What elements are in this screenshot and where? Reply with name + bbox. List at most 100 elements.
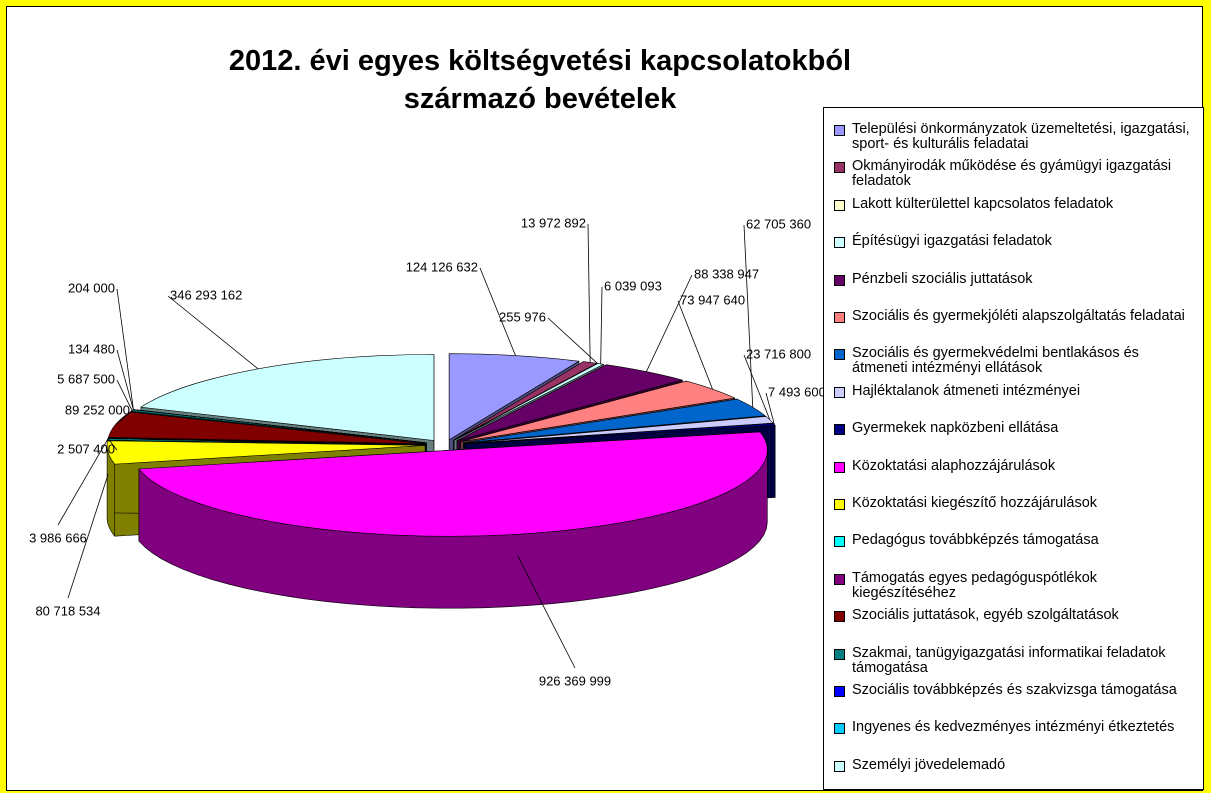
leader-line xyxy=(765,392,775,425)
legend-entry: Személyi jövedelemadó xyxy=(834,756,1194,773)
slice xyxy=(106,440,426,465)
legend-entry: Szakmai, tanügyigazgatási informatikai f… xyxy=(834,644,1194,676)
legend-label: Szociális és gyermekvédelmi bentlakásos … xyxy=(852,345,1139,377)
legend-entry: Szociális továbbképzés és szakvizsga tám… xyxy=(834,683,1194,698)
legend-label: Hajléktalanok átmeneti intézményei xyxy=(852,382,1081,399)
legend-label: Ingyenes és kedvezményes intézményi étke… xyxy=(852,719,1175,736)
legend-entry: Okmányirodák működése és gyámügyi igazga… xyxy=(834,159,1194,189)
legend-swatch xyxy=(834,274,845,286)
slice xyxy=(464,423,776,445)
leader-line xyxy=(57,439,108,526)
leader-line xyxy=(116,349,134,410)
legend-label: Személyi jövedelemadó xyxy=(852,756,1006,773)
legend-label: Pedagógus továbbképzés támogatása xyxy=(852,532,1099,549)
slice xyxy=(456,364,683,441)
data-label: 62 705 360 xyxy=(746,216,811,231)
legend-label: Települési önkormányzatok üzemeltetési, … xyxy=(852,121,1190,152)
leader-line xyxy=(677,300,713,390)
leader-line xyxy=(107,438,118,451)
leader-line xyxy=(115,410,133,425)
slice xyxy=(453,363,604,441)
data-label: 80 718 534 xyxy=(35,603,100,618)
legend-entry: Ingyenes és kedvezményes intézményi étke… xyxy=(834,720,1194,735)
legend-entry: Szociális és gyermekjóléti alapszolgálta… xyxy=(834,309,1194,324)
legend-swatch xyxy=(834,536,845,548)
legend: Települési önkormányzatok üzemeltetési, … xyxy=(823,107,1204,790)
legend-entry: Települési önkormányzatok üzemeltetési, … xyxy=(834,122,1194,152)
legend-swatch xyxy=(834,499,845,510)
legend-label: Építésügyi igazgatási feladatok xyxy=(852,233,1052,250)
slice xyxy=(448,353,580,441)
legend-label: Támogatás egyes pedagóguspótlékok kiegés… xyxy=(852,569,1098,601)
data-label: 73 947 640 xyxy=(680,292,745,307)
legend-swatch xyxy=(834,760,845,772)
legend-label: Pénzbeli szociális juttatások xyxy=(852,270,1033,287)
legend-entry: Pénzbeli szociális juttatások xyxy=(834,270,1194,287)
legend-entry: Lakott külterülettel kapcsolatos feladat… xyxy=(834,195,1194,212)
data-label: 23 716 800 xyxy=(746,346,811,361)
data-label: 255 976 xyxy=(499,309,546,324)
data-label: 346 293 162 xyxy=(170,287,242,302)
legend-label: Lakott külterülettel kapcsolatos feladat… xyxy=(852,195,1114,212)
legend-swatch xyxy=(834,386,845,398)
legend-entry: Szociális és gyermekvédelmi bentlakásos … xyxy=(834,346,1194,376)
legend-entry: Szociális juttatások, egyéb szolgáltatás… xyxy=(834,608,1194,623)
data-label: 88 338 947 xyxy=(694,266,759,281)
legend-entry: Hajléktalanok átmeneti intézményei xyxy=(834,382,1194,399)
leader-line xyxy=(67,474,109,599)
legend-entry: Közoktatási alaphozzájárulások xyxy=(834,457,1194,474)
legend-swatch xyxy=(834,648,845,660)
leader-line xyxy=(116,288,134,410)
data-label: 7 493 600 xyxy=(768,384,826,399)
legend-label: Szociális továbbképzés és szakvizsga tám… xyxy=(852,682,1177,698)
legend-label: Közoktatási kiegészítő hozzájárulások xyxy=(852,495,1098,511)
legend-swatch xyxy=(834,686,845,697)
data-label: 124 126 632 xyxy=(406,259,478,274)
leader-line xyxy=(600,286,603,364)
data-label: 3 986 666 xyxy=(29,530,87,545)
legend-label: Szociális juttatások, egyéb szolgáltatás… xyxy=(852,607,1119,624)
data-label: 13 972 892 xyxy=(521,215,586,230)
legend-label: Okmányirodák működése és gyámügyi igazga… xyxy=(852,158,1172,190)
legend-label: Szociális és gyermekjóléti alapszolgálta… xyxy=(852,308,1185,324)
leader-line xyxy=(116,379,133,411)
legend-swatch xyxy=(834,573,845,585)
legend-swatch xyxy=(834,312,845,323)
legend-swatch xyxy=(834,162,845,174)
slice xyxy=(138,431,768,537)
leader-line xyxy=(167,295,259,370)
legend-label: Közoktatási alaphozzájárulások xyxy=(852,457,1056,474)
legend-label: Szakmai, tanügyigazgatási informatikai f… xyxy=(852,644,1166,676)
leader-line xyxy=(743,354,771,420)
data-label: 204 000 xyxy=(68,280,115,295)
legend-swatch xyxy=(834,611,845,623)
leader-line xyxy=(547,317,598,364)
leader-line xyxy=(587,223,591,363)
legend-swatch xyxy=(834,424,845,436)
legend-label: Gyermekek napközbeni ellátása xyxy=(852,420,1059,437)
data-label: 926 369 999 xyxy=(539,673,611,688)
data-label: 6 039 093 xyxy=(604,278,662,293)
data-label: 89 252 000 xyxy=(65,402,130,417)
legend-swatch xyxy=(834,349,845,361)
legend-entry: Építésügyi igazgatási feladatok xyxy=(834,234,1194,249)
legend-swatch xyxy=(834,461,845,473)
legend-swatch xyxy=(834,125,845,136)
leader-line xyxy=(646,274,693,372)
leader-line xyxy=(743,224,754,408)
legend-swatch xyxy=(834,199,845,211)
data-label: 134 480 xyxy=(68,341,115,356)
legend-swatch xyxy=(834,237,845,249)
slice xyxy=(462,398,766,444)
legend-entry: Pedagógus továbbképzés támogatása xyxy=(834,533,1194,548)
data-label: 2 507 400 xyxy=(57,441,115,456)
chart-title: 2012. évi egyes költségvetési kapcsolato… xyxy=(228,45,852,115)
legend-entry: Támogatás egyes pedagóguspótlékok kiegés… xyxy=(834,569,1194,601)
leader-line xyxy=(479,267,516,356)
data-label: 5 687 500 xyxy=(57,371,115,386)
leader-line xyxy=(517,555,576,669)
legend-entry: Gyermekek napközbeni ellátása xyxy=(834,421,1194,436)
legend-swatch xyxy=(834,723,845,735)
